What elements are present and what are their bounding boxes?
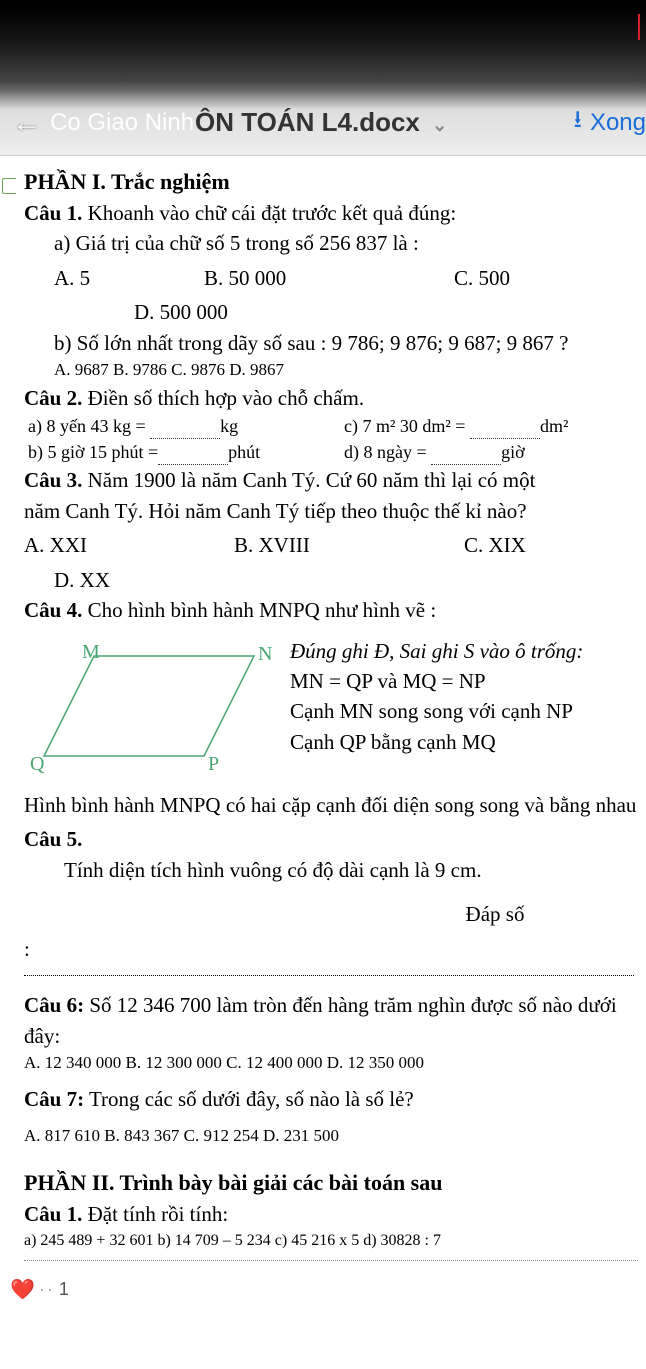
reaction-bar[interactable]: ❤️ ·· 1 [0, 1271, 646, 1308]
q1a-options: A. 5 B. 50 000 C. 500 [24, 263, 646, 293]
reaction-count: 1 [59, 1279, 69, 1300]
answer-label: Đáp số [24, 899, 646, 929]
q1b-prompt: b) Số lớn nhất trong dãy số sau : 9 786;… [24, 328, 646, 358]
q3-line1: Năm 1900 là năm Canh Tý. Cứ 60 năm thì l… [82, 468, 535, 492]
vertex-M: M [82, 641, 100, 663]
page-edge-icon [2, 178, 16, 194]
q2d: d) 8 ngày = giờ [344, 439, 646, 465]
p2-q1: Câu 1. Đặt tính rồi tính: [24, 1199, 646, 1229]
q2d-unit: giờ [501, 442, 525, 462]
q1-label: Câu 1. [24, 201, 82, 225]
q2a-text: a) 8 yến 43 kg = [28, 416, 150, 436]
q1-text: Khoanh vào chữ cái đặt trước kết quả đún… [82, 201, 456, 225]
q4-statements: Đúng ghi Đ, Sai ghi S vào ô trống: MN = … [284, 636, 646, 758]
q3-optB: B. XVIII [234, 530, 464, 560]
section-2-header: PHẦN II. Trình bày bài giải các bài toán… [24, 1167, 646, 1199]
q3-optA: A. XXI [24, 530, 234, 560]
dots-icon: ·· [39, 1279, 55, 1300]
document-body: PHẦN I. Trắc nghiệm Câu 1. Khoanh vào ch… [0, 156, 646, 1271]
toolbar-actions: ⭳ Xong [574, 102, 646, 143]
mobile-status-area: | [0, 0, 646, 90]
q2: Câu 2. Điền số thích hợp vào chỗ chấm. [24, 383, 646, 413]
q1a-prompt: a) Giá trị của chữ số 5 trong số 256 837… [24, 228, 646, 258]
q7-answers: A. 817 610 B. 843 367 C. 912 254 D. 231 … [24, 1124, 646, 1149]
done-button[interactable]: Xong [590, 109, 646, 137]
q1a-optB: B. 50 000 [204, 263, 454, 293]
q7-label: Câu 7: [24, 1087, 84, 1111]
dotted-line [24, 964, 634, 976]
parallelogram-figure: M N P Q [24, 636, 284, 784]
app-toolbar: ← ÔN TOÁN L4.docx ⌄ Co Giao Ninh ⭳ Xong [0, 90, 646, 156]
q2b-text: b) 5 giờ 15 phút = [28, 442, 158, 462]
q1: Câu 1. Khoanh vào chữ cái đặt trước kết … [24, 198, 646, 228]
blank-icon [431, 451, 501, 465]
q2a-unit: kg [220, 416, 238, 436]
p2q1-label: Câu 1. [24, 1202, 82, 1226]
blank-icon [158, 451, 228, 465]
q6-label: Câu 6: [24, 993, 84, 1017]
blank-icon [470, 425, 540, 439]
q6-text: Số 12 346 700 làm tròn đến hàng trăm ngh… [24, 993, 617, 1047]
vertex-P: P [208, 753, 219, 775]
q1a-optD: D. 500 000 [24, 297, 646, 327]
section-1-header: PHẦN I. Trắc nghiệm [24, 166, 646, 198]
q4-stmt3: Cạnh QP bằng cạnh MQ [290, 727, 646, 757]
q4-figure-row: M N P Q Đúng ghi Đ, Sai ghi S vào ô trốn… [24, 636, 646, 784]
q4-instruction: Đúng ghi Đ, Sai ghi S vào ô trống: [290, 636, 646, 666]
q3-optC: C. XIX [464, 530, 526, 560]
q4: Câu 4. Cho hình bình hành MNPQ như hình … [24, 595, 646, 625]
back-icon[interactable]: ← [12, 106, 42, 140]
p2q1-items: a) 245 489 + 32 601 b) 14 709 – 5 234 c)… [24, 1229, 646, 1252]
q4-text: Cho hình bình hành MNPQ như hình vẽ : [82, 598, 436, 622]
q1a-optA: A. 5 [24, 263, 204, 293]
q1b-answers: A. 9687 B. 9786 C. 9876 D. 9867 [24, 358, 646, 383]
p2q1-text: Đặt tính rồi tính: [82, 1202, 228, 1226]
q4-label: Câu 4. [24, 598, 82, 622]
q6: Câu 6: Số 12 346 700 làm tròn đến hàng t… [24, 990, 646, 1051]
vertex-Q: Q [30, 753, 45, 775]
q2c-text: c) 7 m² 30 dm² = [344, 416, 470, 436]
red-mark: | [636, 10, 642, 42]
heart-icon: ❤️ [10, 1277, 35, 1302]
dotted-line [24, 1260, 638, 1261]
parallelogram-shape [44, 656, 254, 756]
q2b: b) 5 giờ 15 phút = phút [24, 439, 344, 465]
download-icon[interactable]: ⭳ [574, 102, 582, 143]
q4-stmt1: MN = QP và MQ = NP [290, 666, 646, 696]
q6-answers: A. 12 340 000 B. 12 300 000 C. 12 400 00… [24, 1051, 646, 1076]
background-filename: ÔN TOÁN L4.docx ⌄ [195, 107, 447, 138]
q2c-unit: dm² [540, 416, 568, 436]
q7: Câu 7: Trong các số dưới đây, số nào là … [24, 1084, 646, 1114]
blank-icon [150, 425, 220, 439]
q3-line2: năm Canh Tý. Hỏi năm Canh Tý tiếp theo t… [24, 496, 646, 526]
chevron-down-icon[interactable]: ⌄ [432, 115, 447, 135]
q2-text: Điền số thích hợp vào chỗ chấm. [82, 386, 364, 410]
q2-label: Câu 2. [24, 386, 82, 410]
q2-row2: b) 5 giờ 15 phút = phút d) 8 ngày = giờ [24, 439, 646, 465]
q2a: a) 8 yến 43 kg = kg [24, 413, 344, 439]
q2c: c) 7 m² 30 dm² = dm² [344, 413, 646, 439]
q4-stmt2: Cạnh MN song song với cạnh NP [290, 696, 646, 726]
q7-text: Trong các số dưới đây, số nào là số lẻ? [84, 1087, 414, 1111]
q2-row1: a) 8 yến 43 kg = kg c) 7 m² 30 dm² = dm² [24, 413, 646, 439]
vertex-N: N [258, 643, 272, 665]
q3-options: A. XXI B. XVIII C. XIX [24, 530, 646, 560]
q5-label: Câu 5. [24, 827, 82, 851]
q5-text: Tính diện tích hình vuông có độ dài cạnh… [24, 855, 646, 885]
q3-optD: D. XX [24, 565, 646, 595]
q3: Câu 3. Năm 1900 là năm Canh Tý. Cứ 60 nă… [24, 465, 646, 495]
q2b-unit: phút [228, 442, 260, 462]
q4-below: Hình bình hành MNPQ có hai cặp cạnh đối … [24, 790, 646, 820]
q3-label: Câu 3. [24, 468, 82, 492]
bg-filename-text: ÔN TOÁN L4.docx [195, 107, 420, 137]
q5: Câu 5. [24, 824, 646, 854]
dotted-colon: : [24, 934, 646, 964]
chat-title[interactable]: Co Giao Ninh [50, 109, 194, 137]
q2d-text: d) 8 ngày = [344, 442, 431, 462]
q1a-optC: C. 500 [454, 263, 646, 293]
